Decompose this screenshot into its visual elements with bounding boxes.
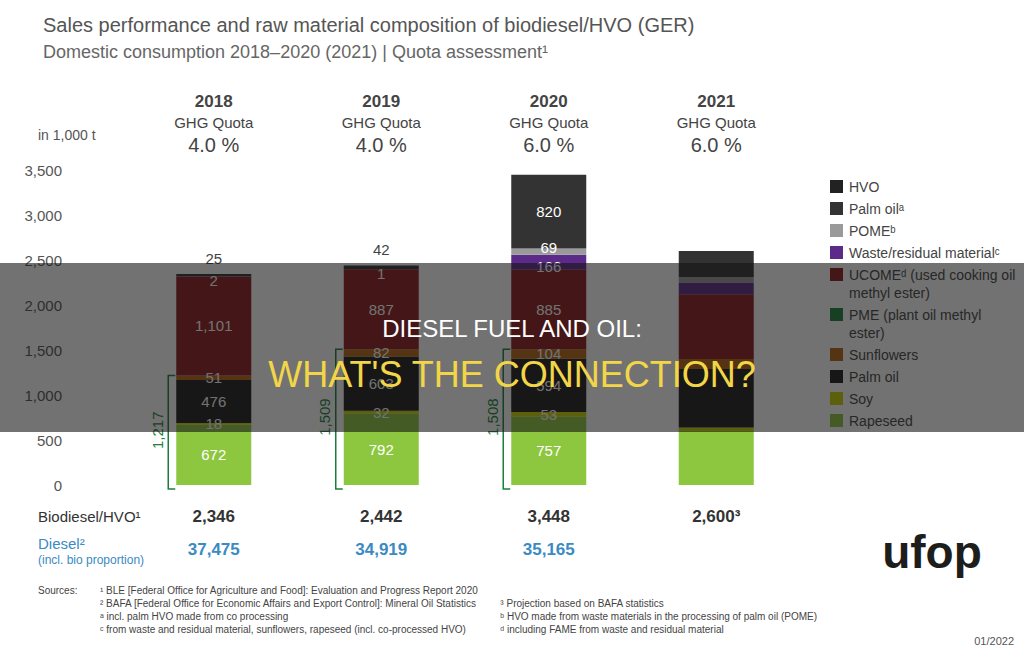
svg-text:POMEᵇ: POMEᵇ: [849, 223, 896, 239]
svg-text:01/2022: 01/2022: [974, 635, 1014, 647]
svg-text:757: 757: [536, 442, 561, 459]
svg-text:Domestic consumption 2018–2020: Domestic consumption 2018–2020 (2021) | …: [43, 42, 548, 62]
svg-text:Biodiesel/HVO¹: Biodiesel/HVO¹: [38, 508, 141, 525]
svg-text:34,919: 34,919: [355, 540, 407, 559]
svg-text:2,346: 2,346: [192, 507, 235, 526]
svg-text:3,500: 3,500: [24, 162, 62, 179]
svg-text:6.0 %: 6.0 %: [691, 134, 742, 156]
svg-text:GHG Quota: GHG Quota: [677, 114, 757, 131]
svg-text:GHG Quota: GHG Quota: [174, 114, 254, 131]
svg-text:37,475: 37,475: [188, 540, 240, 559]
svg-text:2,500: 2,500: [24, 251, 62, 269]
svg-text:ᵈ including FAME from waste an: ᵈ including FAME from waste and residual…: [500, 624, 723, 635]
svg-text:2019: 2019: [362, 92, 400, 111]
svg-text:HVO: HVO: [849, 179, 879, 195]
svg-text:25: 25: [205, 250, 223, 267]
svg-text:4.0 %: 4.0 %: [188, 134, 239, 156]
svg-text:(incl. bio proportion): (incl. bio proportion): [38, 553, 144, 567]
svg-text:GHG Quota: GHG Quota: [342, 114, 422, 131]
svg-text:¹ BLE [Federal Office for Agri: ¹ BLE [Federal Office for Agriculture an…: [100, 585, 478, 596]
svg-text:Palm oilᵃ: Palm oilᵃ: [849, 201, 905, 217]
svg-text:WHAT'S THE CONNECTION?: WHAT'S THE CONNECTION?: [268, 354, 756, 395]
svg-text:0: 0: [54, 477, 62, 494]
svg-text:820: 820: [536, 203, 561, 220]
svg-text:35,165: 35,165: [523, 540, 575, 559]
svg-text:3,000: 3,000: [24, 207, 62, 224]
svg-text:in 1,000 t: in 1,000 t: [38, 127, 96, 143]
svg-text:3,448: 3,448: [527, 507, 570, 526]
svg-text:500: 500: [37, 432, 62, 449]
svg-text:2018: 2018: [195, 92, 233, 111]
svg-text:2,442: 2,442: [360, 507, 403, 526]
svg-text:2,600³: 2,600³: [692, 507, 741, 526]
svg-text:Diesel²: Diesel²: [38, 535, 85, 552]
svg-text:2021: 2021: [697, 92, 735, 111]
svg-text:Waste/residual materialᶜ: Waste/residual materialᶜ: [849, 245, 1000, 261]
svg-text:ufop: ufop: [882, 526, 982, 578]
svg-text:Sales performance and raw mate: Sales performance and raw material compo…: [43, 14, 694, 36]
svg-text:³ Projection based on BAFA sta: ³ Projection based on BAFA statistics: [500, 598, 663, 609]
svg-text:42: 42: [373, 241, 390, 258]
svg-text:672: 672: [201, 446, 226, 463]
svg-text:69: 69: [540, 239, 557, 256]
svg-text:Sources:: Sources:: [38, 585, 77, 596]
svg-text:2020: 2020: [530, 92, 568, 111]
svg-text:ᵃ incl. palm HVO made from co: ᵃ incl. palm HVO made from co processing: [100, 611, 288, 622]
svg-text:ᵇ HVO made from waste material: ᵇ HVO made from waste materials in the p…: [500, 611, 817, 622]
svg-text:ᶜ from waste and residual mate: ᶜ from waste and residual material, sunf…: [100, 624, 466, 635]
svg-text:² BAFA [Federal Office for Eco: ² BAFA [Federal Office for Economic Affa…: [100, 598, 476, 609]
svg-text:GHG Quota: GHG Quota: [509, 114, 589, 131]
svg-text:6.0 %: 6.0 %: [523, 134, 574, 156]
svg-text:4.0 %: 4.0 %: [356, 134, 407, 156]
svg-text:DIESEL FUEL AND OIL:: DIESEL FUEL AND OIL:: [382, 315, 642, 342]
svg-text:792: 792: [369, 441, 394, 458]
